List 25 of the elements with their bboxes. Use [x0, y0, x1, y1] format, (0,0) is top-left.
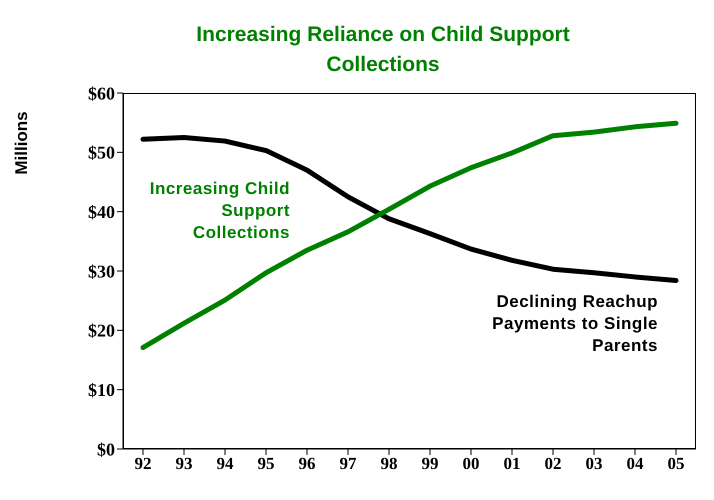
y-tick-label: $10	[88, 380, 115, 400]
x-tick-label: 05	[668, 454, 684, 474]
y-tick-label: $0	[97, 439, 115, 460]
x-tick-label: 94	[216, 454, 234, 474]
y-tick-label: $30	[88, 261, 115, 282]
y-tick-label: $60	[88, 83, 115, 104]
x-tick-label: 04	[626, 454, 644, 474]
y-tick-label: $50	[88, 142, 115, 163]
y-tick-label: $40	[88, 202, 115, 222]
series-label: Increasing Child Support Collections	[148, 178, 290, 244]
x-tick-label: 03	[586, 454, 602, 474]
x-tick-label: 99	[422, 454, 438, 474]
x-tick-label: 01	[504, 454, 520, 474]
x-tick-label: 96	[298, 454, 316, 474]
y-tick-label: $20	[88, 320, 115, 341]
x-tick-label: 02	[544, 454, 562, 474]
x-tick-label: 97	[340, 454, 357, 474]
x-tick-label: 00	[462, 454, 480, 474]
x-tick-label: 95	[258, 454, 274, 474]
x-tick-label: 93	[176, 454, 192, 474]
series-label: Declining Reachup Payments to Single Parents	[491, 291, 658, 357]
chart-title: Increasing Reliance on Child Support Collections	[195, 22, 571, 78]
x-tick-label: 98	[380, 454, 398, 474]
x-tick-label: 92	[134, 454, 152, 474]
y-axis-title: Millions	[12, 111, 32, 175]
